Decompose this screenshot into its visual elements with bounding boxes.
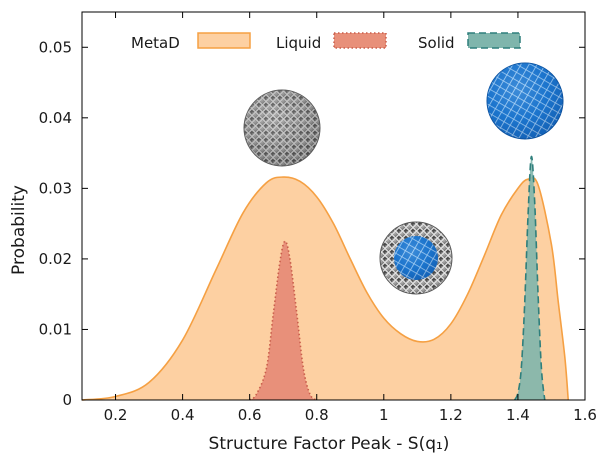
- x-tick-label: 1.4: [506, 406, 530, 424]
- legend-label-solid: Solid: [418, 34, 455, 52]
- series-area-metad: [82, 177, 569, 400]
- series-area-solid: [514, 156, 545, 400]
- x-tick-label: 0.6: [238, 406, 262, 424]
- x-tick-label: 0.4: [171, 406, 195, 424]
- x-tick-label: 0.2: [104, 406, 128, 424]
- crystalline-nanocluster-icon: [486, 62, 564, 140]
- y-tick-label: 0.04: [39, 109, 72, 127]
- y-tick-label: 0.02: [39, 250, 72, 268]
- y-tick-label: 0: [62, 391, 72, 409]
- y-tick-label: 0.03: [39, 179, 72, 197]
- x-axis-label: Structure Factor Peak - S(q₁): [209, 434, 450, 454]
- legend: MetaD Liquid Solid: [131, 32, 521, 52]
- series-layer: [81, 155, 570, 401]
- legend-swatch-metad: [197, 32, 251, 49]
- legend-label-metad: MetaD: [131, 34, 180, 52]
- axes-layer: 0.2 0.4 0.6 0.8 1 1.2 1.4 1.6 0 0.01 0.02 0.03 0.04 0…: [39, 11, 597, 424]
- x-tick-label: 1: [379, 406, 389, 424]
- x-tick-label: 1.2: [439, 406, 463, 424]
- y-tick-label: 0.05: [39, 38, 72, 56]
- legend-label-liquid: Liquid: [276, 34, 321, 52]
- y-tick-label: 0.01: [39, 320, 72, 338]
- series-line-liquid: [249, 240, 318, 401]
- disordered-nanocluster-icon: [243, 89, 321, 167]
- partially-crystalline-nanocluster-icon: [379, 221, 453, 295]
- x-tick-label: 0.8: [305, 406, 329, 424]
- plot-border: [81, 11, 586, 401]
- series-area-liquid: [249, 241, 317, 400]
- legend-swatch-liquid: [333, 32, 387, 49]
- y-axis-label: Probability: [9, 185, 29, 275]
- legend-swatch-solid: [467, 32, 521, 49]
- series-line-solid: [513, 155, 546, 401]
- x-tick-label: 1.6: [573, 406, 597, 424]
